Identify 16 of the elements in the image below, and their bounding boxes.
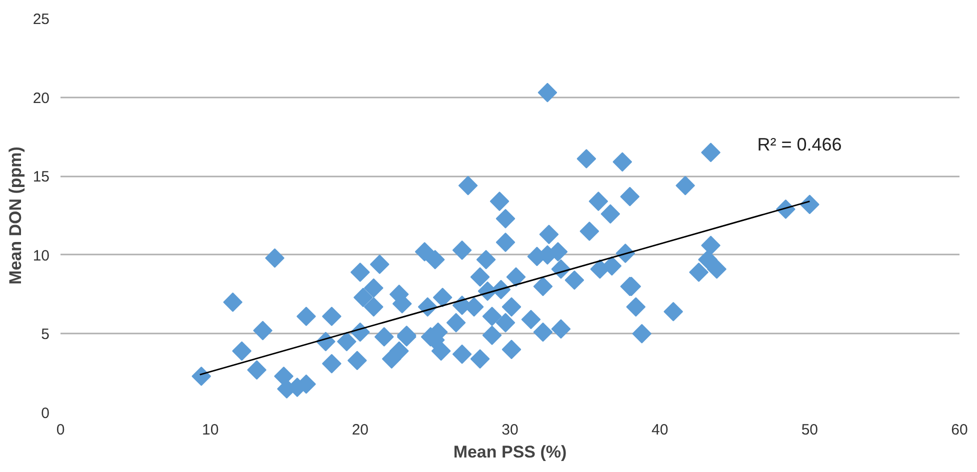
x-axis-title: Mean PSS (%) [453, 442, 567, 462]
x-tick-label: 30 [502, 422, 518, 438]
y-tick-label: 15 [32, 168, 50, 186]
y-tick-label: 5 [41, 326, 50, 344]
x-tick-label: 20 [352, 422, 369, 438]
x-tick-label: 40 [651, 422, 668, 438]
y-tick-label: 0 [41, 405, 50, 422]
x-tick-label: 50 [801, 422, 818, 438]
x-tick-label: 0 [56, 422, 65, 438]
y-tick-label: 10 [32, 247, 50, 264]
y-tick-label: 25 [32, 11, 50, 28]
y-axis-title: Mean DON (ppm) [6, 146, 25, 284]
x-tick-label: 60 [951, 422, 968, 438]
annotation: R² = 0.466 [757, 134, 842, 155]
y-tick-label: 20 [32, 90, 50, 107]
x-tick-label: 10 [202, 422, 219, 438]
